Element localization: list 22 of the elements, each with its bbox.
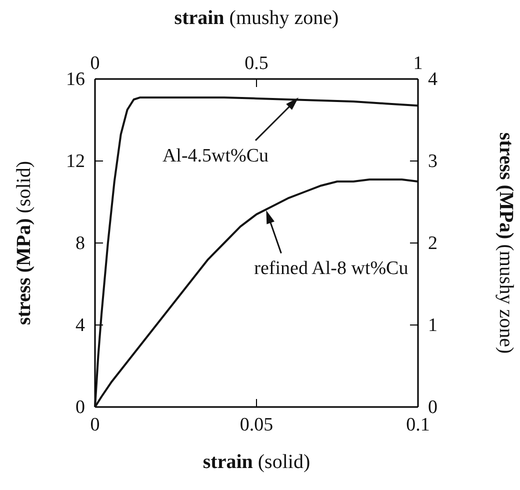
x2-tick-label: 1 (413, 53, 423, 74)
x-tick-label: 0.05 (240, 414, 274, 436)
y2-tick-label: 2 (428, 233, 438, 254)
y-tick-label: 8 (76, 233, 85, 254)
x2-tick-label: 0 (90, 53, 100, 74)
x-axis-title: strain (solid) (202, 451, 310, 473)
x-tick-label: 0 (90, 414, 100, 436)
y-tick-label: 4 (76, 315, 86, 336)
y2-tick-label: 1 (428, 315, 438, 336)
annotation: Al-4.5wt%Cu (162, 145, 270, 166)
y-axis-title: stress (MPa) (solid) (13, 160, 35, 326)
y-tick-label: 12 (66, 151, 85, 172)
annotation: refined Al-8 wt%Cu (254, 258, 409, 280)
x2-tick-label: 0.5 (244, 53, 268, 74)
x2-axis-title: strain (mushy zone) (174, 7, 339, 29)
y2-tick-label: 0 (428, 397, 438, 418)
y-tick-label: 16 (66, 69, 85, 90)
x-tick-label: 0.1 (406, 414, 430, 436)
y2-axis-title: stress (MPa) (mushy zone) (495, 132, 517, 354)
y2-tick-label: 3 (428, 151, 438, 172)
y-tick-label: 0 (76, 397, 85, 418)
y2-tick-label: 4 (428, 69, 438, 90)
